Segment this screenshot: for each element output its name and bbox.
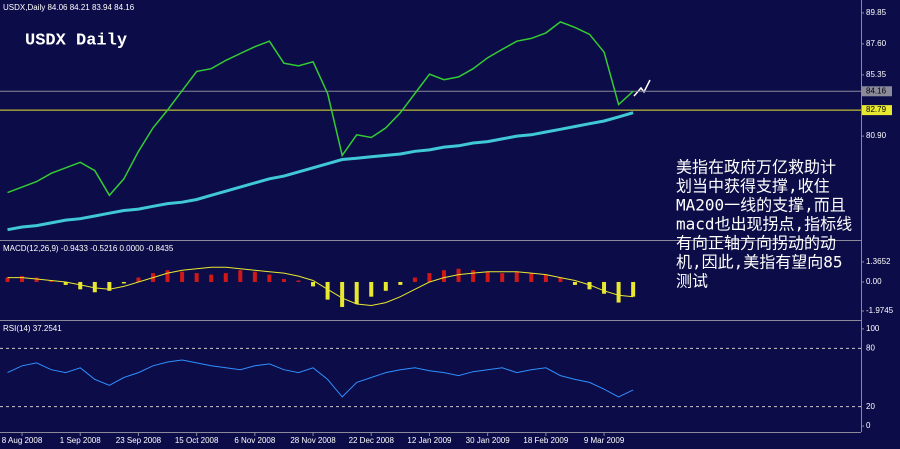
panel-title: MACD(12,26,9) -0.9433 -0.5216 0.0000 -0.… [3, 244, 174, 253]
bar [456, 268, 461, 282]
x-tick-label: 28 Nov 2008 [290, 436, 336, 445]
level-label: 80 [866, 343, 875, 352]
bar [296, 280, 301, 282]
x-tick-label: 6 Nov 2008 [234, 436, 275, 445]
bar [427, 273, 432, 282]
bar [267, 274, 272, 282]
series-line [7, 21, 634, 197]
bar [471, 270, 476, 282]
level-label-box [862, 86, 892, 97]
series-line [7, 266, 634, 307]
y-tick-label: 0.00 [866, 277, 882, 286]
bar [180, 271, 185, 282]
bar [442, 270, 446, 282]
x-tick-label: 9 Mar 2009 [584, 436, 625, 445]
level-label: 84.16 [866, 86, 887, 95]
bar [281, 279, 286, 282]
bar [398, 281, 403, 285]
bar [78, 281, 83, 290]
bar [558, 277, 563, 282]
bar [5, 277, 10, 282]
series-line [7, 359, 634, 398]
annotation: macd也出现拐点,指标线 [676, 215, 852, 234]
bar [587, 281, 592, 290]
y-tick-label: 85.35 [866, 70, 887, 79]
bar [209, 274, 214, 282]
series-line [7, 111, 634, 232]
x-tick-label: 8 Aug 2008 [2, 436, 43, 445]
bar [252, 271, 257, 282]
x-tick-label: 12 Jan 2009 [407, 436, 452, 445]
bar [311, 281, 316, 287]
bar [616, 281, 621, 303]
x-tick-label: 22 Dec 2008 [349, 436, 395, 445]
y-tick-label: 1.3652 [866, 257, 891, 266]
y-tick-label: 0 [866, 421, 871, 430]
bar [369, 281, 374, 297]
y-tick-label: -1.9745 [866, 306, 894, 315]
bar [223, 273, 228, 282]
annotation: 美指在政府万亿救助计 [676, 158, 836, 177]
annotation: 有向正轴方向拐动的动 [676, 234, 836, 253]
annotation: 测试 [676, 272, 708, 291]
chart-title: USDX Daily [25, 31, 127, 50]
bar [194, 273, 199, 282]
y-tick-label: 80.90 [866, 131, 887, 140]
bar [136, 277, 141, 282]
bar [412, 277, 417, 282]
bar [500, 273, 505, 282]
bar [354, 281, 359, 305]
y-tick-label: 89.85 [866, 8, 887, 17]
bar [121, 281, 126, 284]
bar [602, 281, 607, 294]
bar [325, 281, 330, 300]
chart-header: USDX,Daily 84.06 84.21 83.94 84.16 [3, 3, 135, 12]
bar [631, 281, 636, 297]
bar [107, 281, 112, 291]
y-tick-label: 100 [866, 324, 880, 333]
bar [92, 281, 97, 293]
bar [20, 276, 25, 282]
bar [63, 281, 68, 285]
x-tick-label: 1 Sep 2008 [60, 436, 101, 445]
bar [514, 271, 519, 282]
arrow [633, 79, 651, 97]
annotation: MA200一线的支撑,而且 [676, 196, 846, 215]
bar [485, 271, 490, 282]
bar [529, 273, 534, 282]
bar [238, 270, 243, 282]
bar [165, 270, 170, 282]
x-tick-label: 15 Oct 2008 [175, 436, 219, 445]
x-tick-label: 30 Jan 2009 [466, 436, 511, 445]
annotation: 划当中获得支撑,收住 [676, 177, 830, 196]
panel-title: RSI(14) 37.2541 [3, 324, 62, 333]
level-label: 20 [866, 402, 875, 411]
annotation: 机,因此,美指有望向85 [676, 253, 843, 272]
bar [572, 281, 577, 285]
x-tick-label: 23 Sep 2008 [116, 436, 162, 445]
level-label-box [862, 105, 892, 116]
bar [340, 281, 345, 307]
level-label: 82.79 [866, 105, 887, 114]
x-tick-label: 18 Feb 2009 [523, 436, 568, 445]
bar [49, 280, 54, 282]
bar [34, 277, 39, 282]
bar [383, 281, 388, 291]
frame [0, 0, 862, 433]
bar [543, 274, 548, 282]
y-tick-label: 87.60 [866, 39, 887, 48]
